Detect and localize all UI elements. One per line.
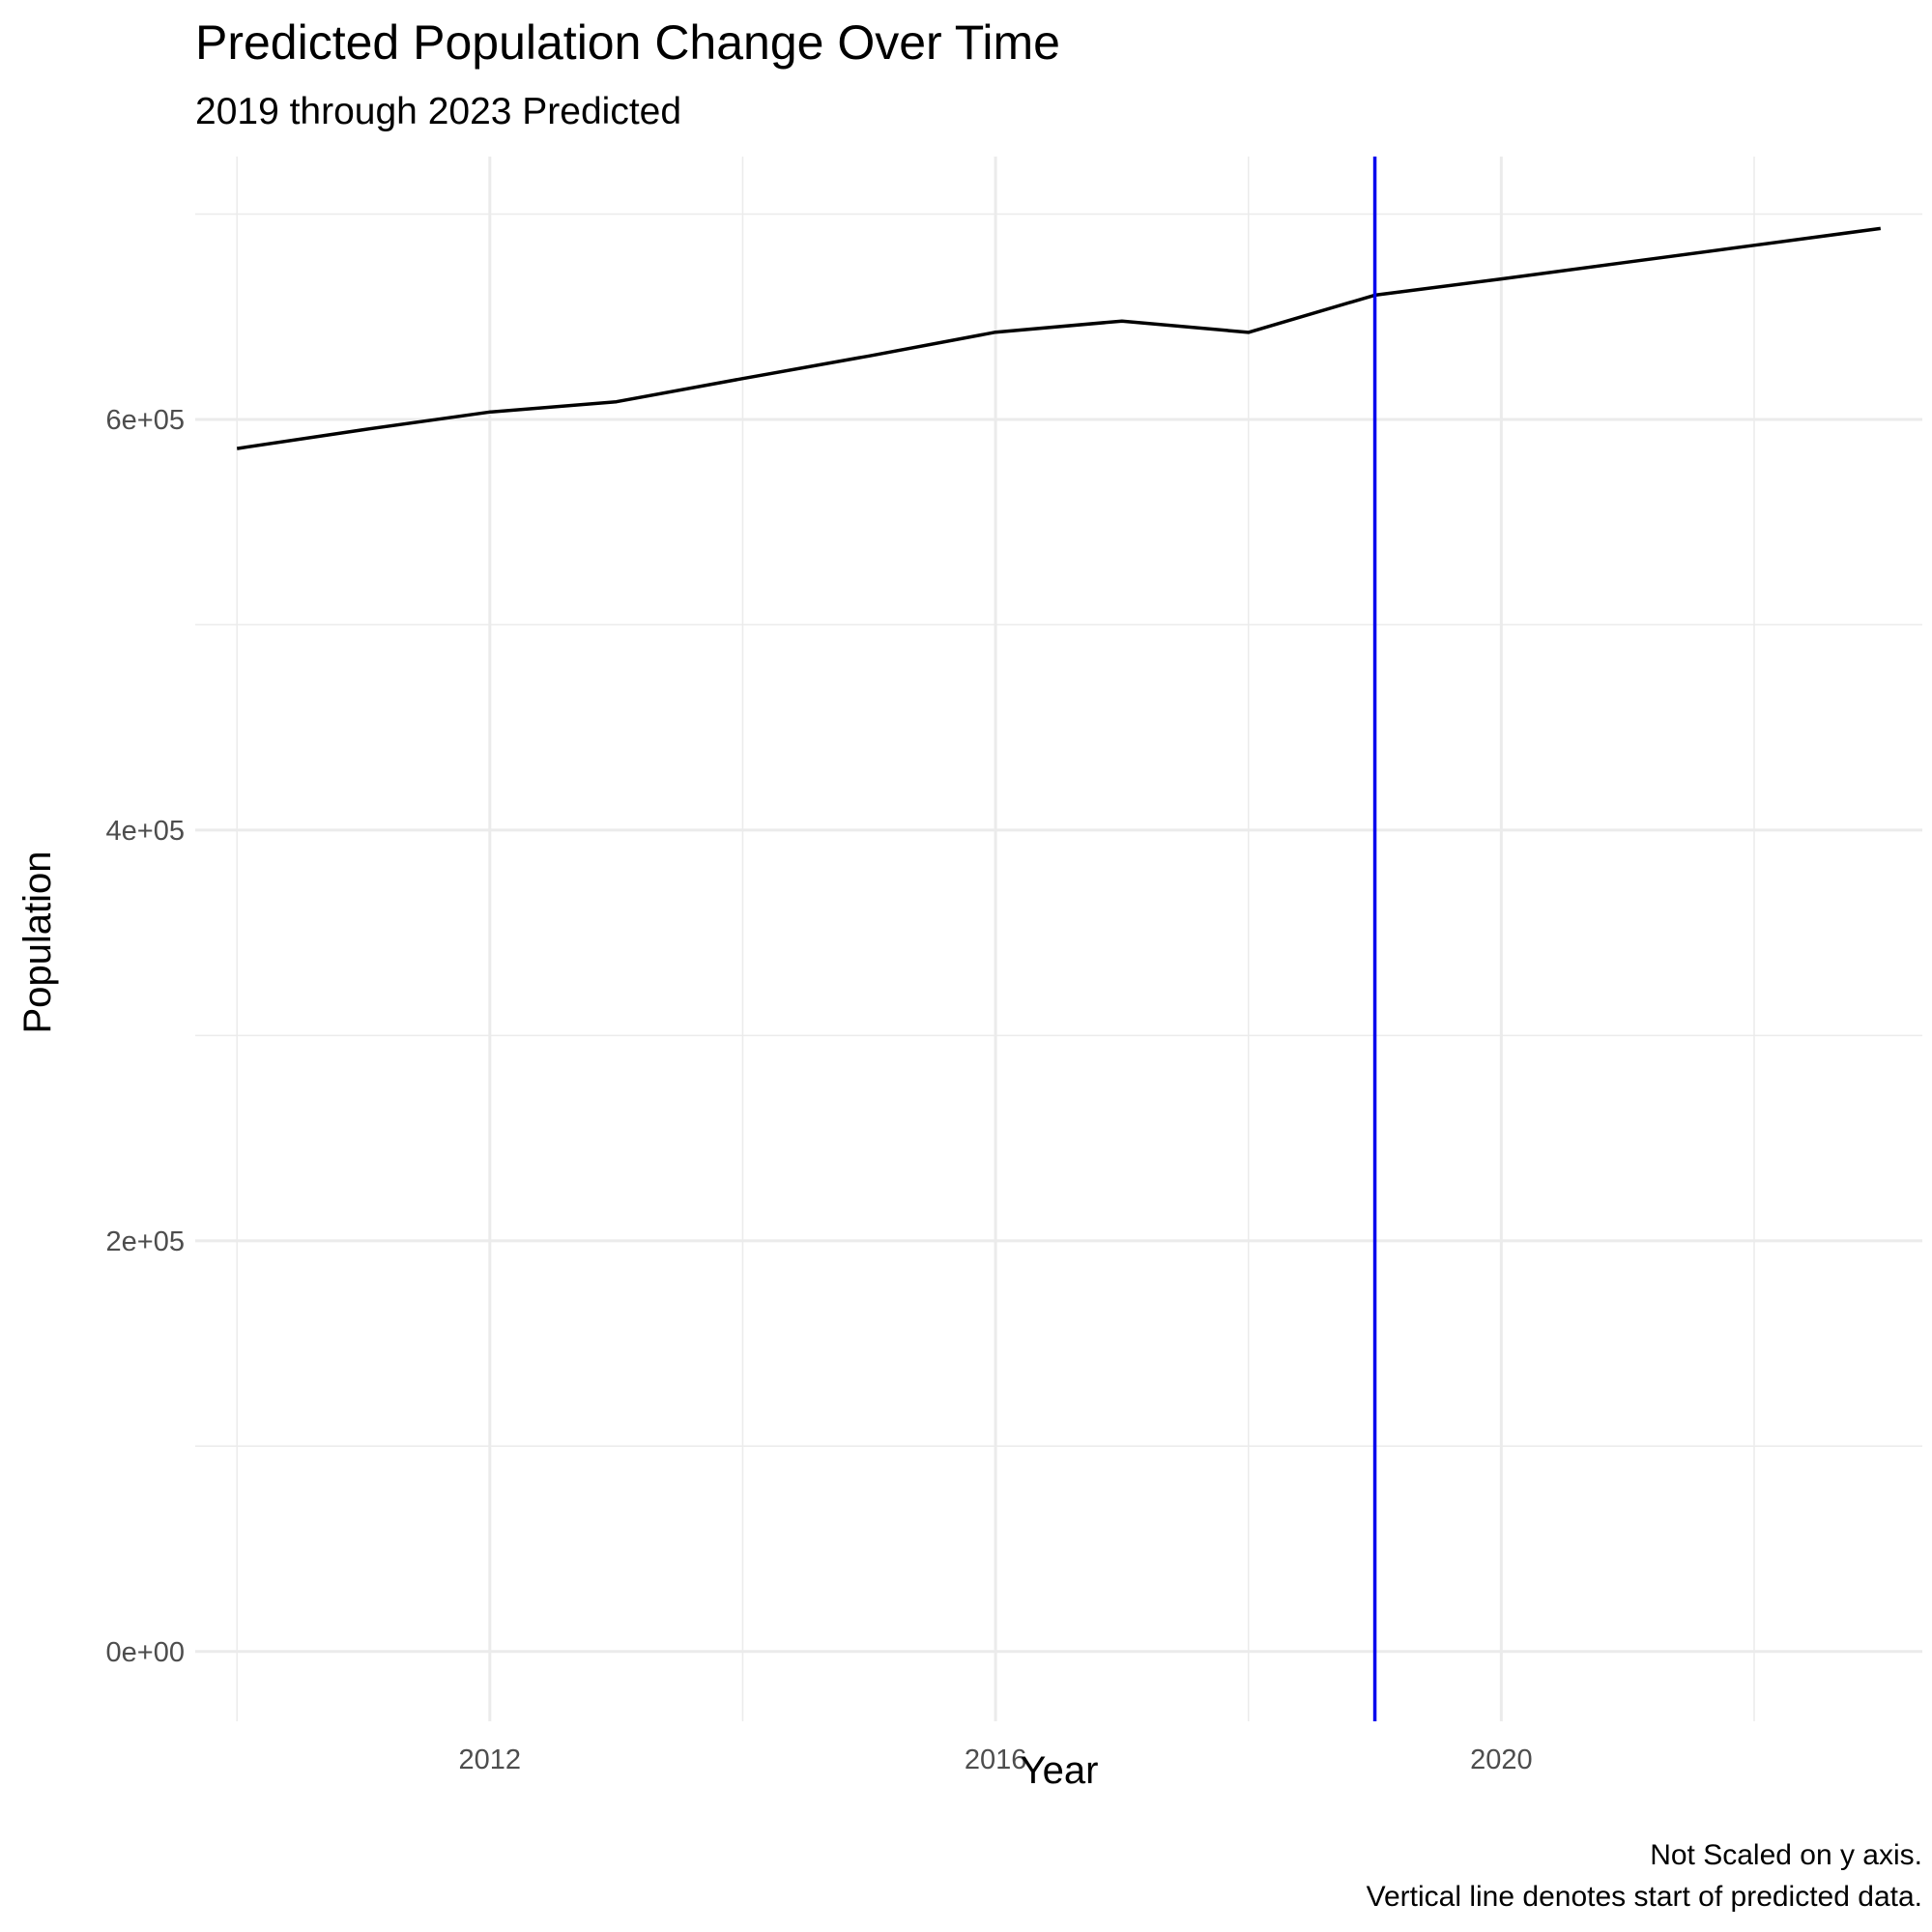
minor-gridlines: [195, 157, 1922, 1721]
y-tick-label: 6e+05: [106, 405, 185, 436]
y-tick-label: 2e+05: [106, 1226, 185, 1257]
y-tick-label: 0e+00: [106, 1637, 185, 1668]
y-tick-labels: 0e+00 2e+05 4e+05 6e+05: [106, 405, 185, 1668]
chart-title: Predicted Population Change Over Time: [195, 15, 1060, 70]
x-tick-label: 2012: [459, 1745, 522, 1775]
x-tick-labels: 2012 2016 2020: [459, 1745, 1533, 1775]
x-tick-label: 2016: [965, 1745, 1027, 1775]
caption-line-1: Not Scaled on y axis.: [1650, 1839, 1922, 1871]
y-tick-label: 4e+05: [106, 816, 185, 847]
x-axis-title: Year: [1021, 1749, 1099, 1792]
chart-subtitle: 2019 through 2023 Predicted: [195, 91, 681, 132]
y-axis-title: Population: [16, 851, 59, 1033]
series-line-0: [236, 226, 1882, 450]
x-tick-label: 2020: [1470, 1745, 1533, 1775]
series-layer: [236, 226, 1882, 450]
caption-line-2: Vertical line denotes start of predicted…: [1367, 1881, 1922, 1913]
major-gridlines: [195, 157, 1922, 1721]
